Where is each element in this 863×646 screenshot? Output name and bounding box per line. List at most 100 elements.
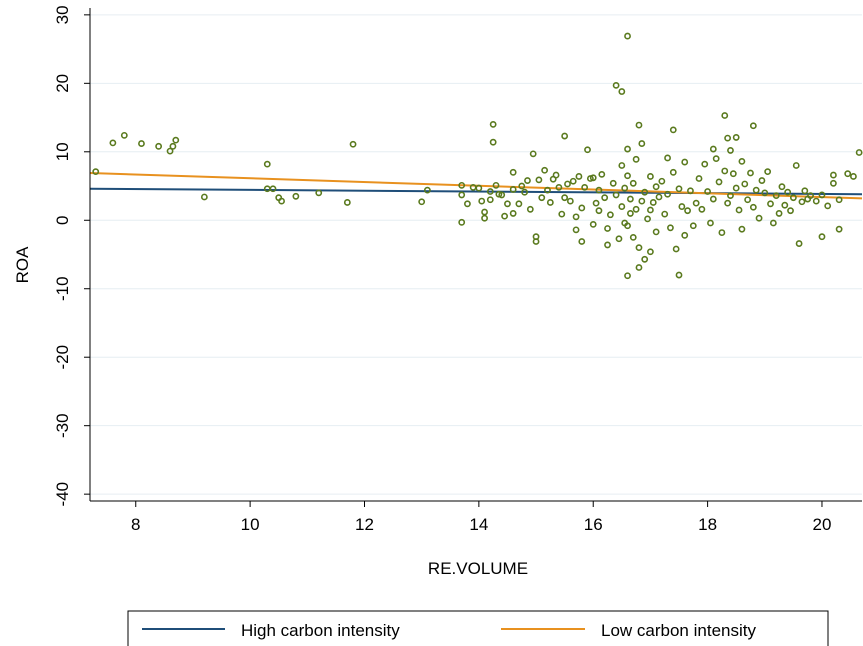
data-point [558,210,566,218]
data-point [566,197,574,205]
data-point [581,183,589,191]
data-point [458,218,466,226]
data-point [715,178,723,186]
data-point [749,122,757,130]
data-point [343,199,351,206]
data-point [738,157,746,165]
data-point [855,149,863,156]
data-point [538,194,546,202]
data-point [724,134,732,142]
x-tick-label: 20 [813,515,832,534]
data-point [169,142,177,150]
data-point [652,183,660,191]
data-point [564,180,571,188]
data-point [669,126,677,134]
x-tick-label: 8 [131,515,140,534]
data-point [844,170,852,178]
data-point [489,138,497,146]
data-point [575,173,583,180]
data-point [687,187,694,195]
data-point [609,179,617,187]
data-point [627,210,634,217]
y-tick-label: -20 [53,345,72,370]
data-point [721,167,729,175]
y-tick-label: 10 [53,142,72,161]
data-point [535,176,543,184]
data-point [586,175,594,182]
data-point [781,201,789,209]
x-tick-label: 18 [698,515,717,534]
data-point [658,177,666,185]
data-point [772,192,780,200]
data-point [769,219,777,227]
data-point [478,197,486,205]
data-point [635,244,643,252]
y-tick-label: 20 [53,74,72,93]
y-tick-label: -40 [53,482,72,507]
x-tick-label: 14 [469,515,488,534]
data-point [604,225,611,232]
data-point [486,196,494,204]
x-tick-label: 10 [241,515,260,534]
data-point [784,188,792,196]
data-point [572,226,580,234]
data-point [712,155,720,163]
data-point [349,140,357,148]
data-point [200,193,208,201]
legend: High carbon intensity Low carbon intensi… [127,610,829,646]
x-tick-label: 16 [584,515,603,534]
data-point [529,150,537,158]
data-point [109,139,117,147]
data-point [792,162,800,169]
data-point [475,184,483,192]
data-point [824,202,832,210]
data-point [632,205,640,213]
y-tick-label: -30 [53,413,72,438]
data-point [655,193,663,201]
data-point [818,233,826,241]
data-point [755,214,763,222]
data-point [592,199,600,207]
x-tick-label: 12 [355,515,374,534]
data-point [681,231,689,239]
data-point [263,160,271,168]
data-point [464,200,471,208]
data-point [664,154,671,162]
data-point [741,180,749,188]
data-point [718,229,726,236]
y-axis-title: ROA [13,246,32,284]
data-point [521,188,529,196]
data-point [661,210,669,218]
data-point [544,186,551,194]
data-point [569,177,577,185]
data-point [584,146,591,154]
data-point [561,132,569,140]
data-point [632,155,640,163]
data-point [498,191,506,199]
data-point [721,112,729,119]
data-point [526,205,534,213]
data-point [807,192,814,200]
data-point [524,177,531,184]
data-point [644,215,651,223]
data-point [172,136,180,144]
data-point [629,179,637,187]
data-point [501,212,508,220]
data-point [621,184,629,192]
data-point [649,199,657,206]
data-point [589,220,597,228]
data-point [830,179,837,187]
data-point [727,147,734,154]
data-point [701,160,709,168]
data-point [698,205,706,213]
data-point [724,199,732,207]
data-point [423,186,431,194]
data-point [541,166,549,174]
legend-box [127,610,829,646]
data-point [835,225,843,233]
data-point [618,203,626,210]
data-point [775,210,783,217]
data-point [278,197,285,205]
